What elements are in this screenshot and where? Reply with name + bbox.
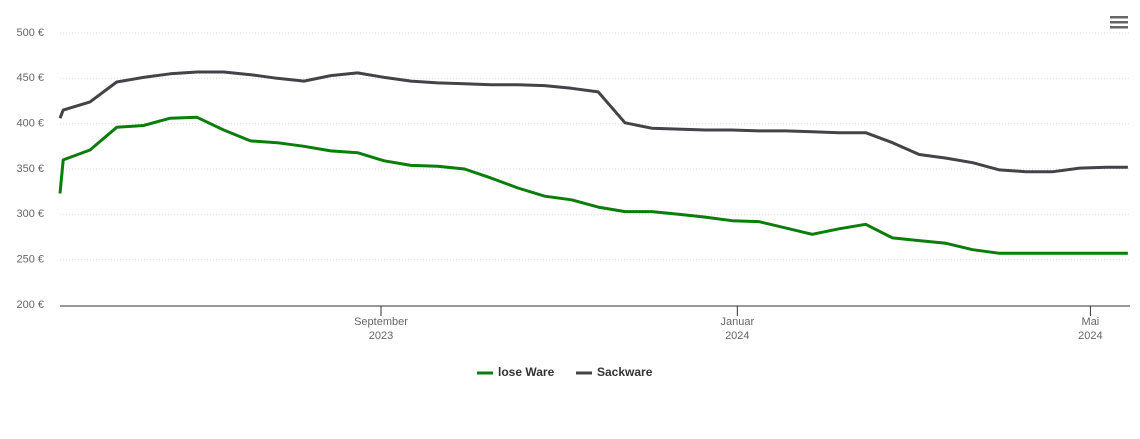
x-tick-label: 2024 [725, 330, 749, 342]
x-tick-label: Januar [720, 316, 754, 328]
x-tick-label: September [354, 316, 408, 328]
y-tick-label: 250 € [16, 254, 44, 266]
y-tick-label: 200 € [16, 299, 44, 311]
y-tick-label: 400 € [16, 118, 44, 130]
menu-bar [1110, 26, 1128, 29]
legend-item[interactable]: lose Ware [477, 365, 555, 379]
y-tick-label: 300 € [16, 208, 44, 220]
y-tick-label: 450 € [16, 72, 44, 84]
legend-label: Sackware [597, 365, 653, 379]
line [58, 70, 1128, 174]
menu-bar [1110, 16, 1128, 19]
y-tick-label: 500 € [16, 27, 44, 39]
x-tick-label: 2024 [1078, 330, 1102, 342]
line [58, 115, 1128, 255]
legend-label: lose Ware [498, 365, 555, 379]
menu-icon[interactable] [1110, 16, 1128, 29]
x-tick-label: 2023 [369, 330, 393, 342]
x-tick-label: Mai [1082, 316, 1100, 328]
legend-item[interactable]: Sackware [576, 365, 653, 379]
menu-bar [1110, 21, 1128, 24]
y-tick-label: 350 € [16, 163, 44, 175]
legend: lose Ware Sackware [477, 365, 653, 379]
